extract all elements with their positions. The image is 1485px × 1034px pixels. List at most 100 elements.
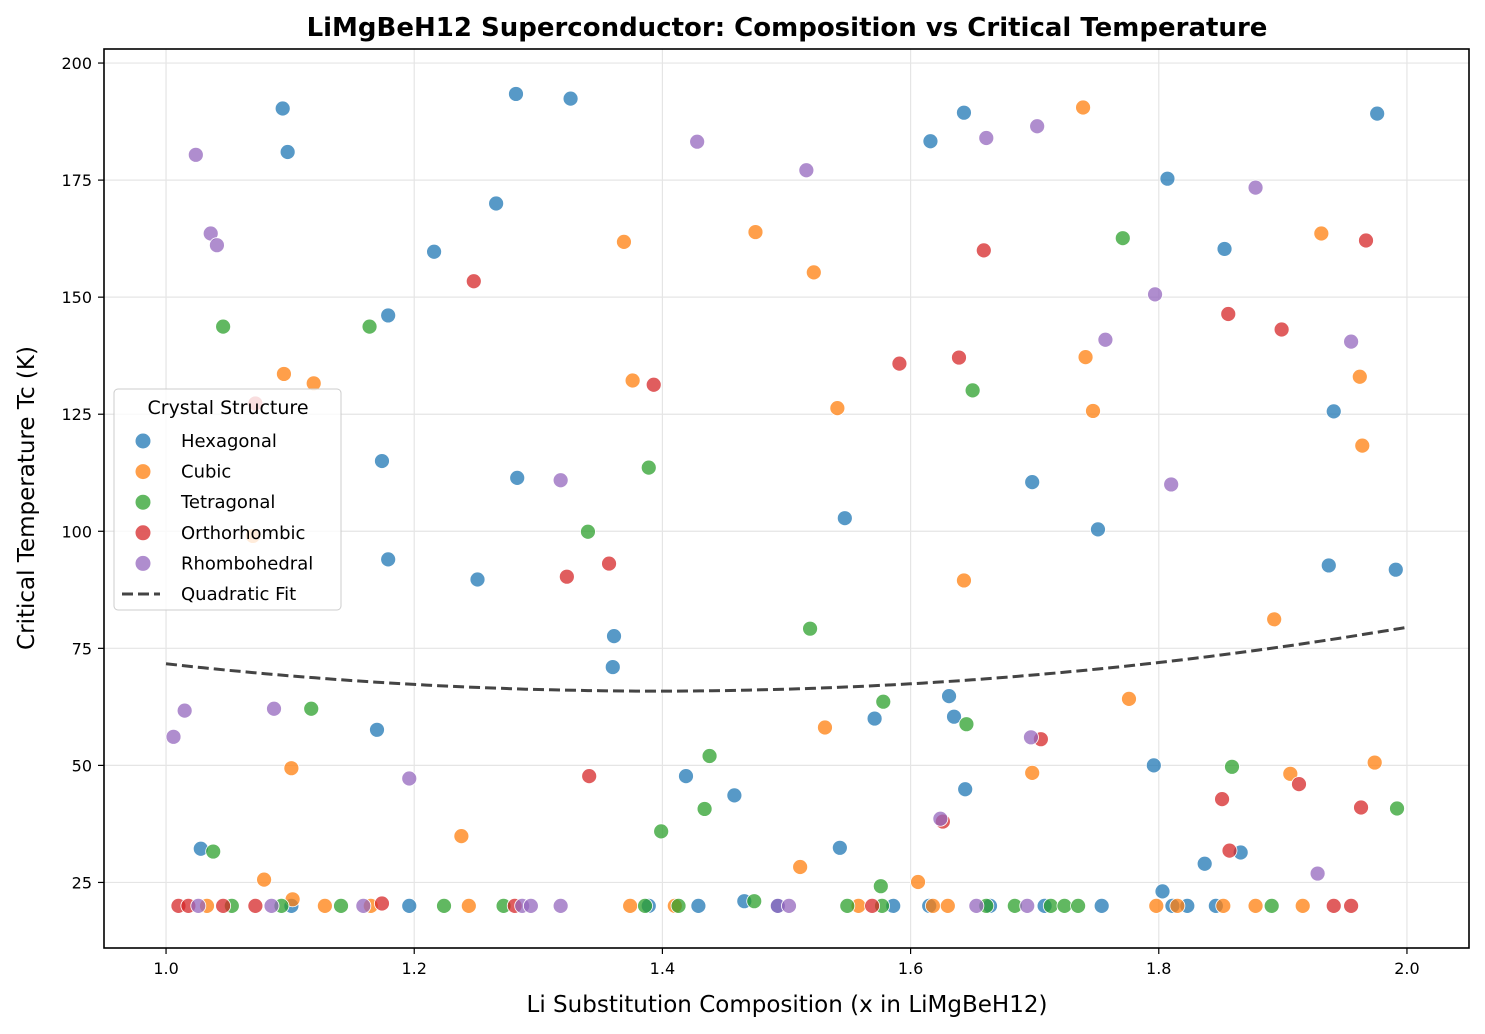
- legend-marker-tetragonal: [135, 494, 151, 510]
- point-tetragonal: [653, 823, 670, 840]
- point-hexagonal: [836, 510, 853, 527]
- point-rhombohedral: [263, 897, 280, 914]
- point-tetragonal: [746, 893, 763, 910]
- point-hexagonal: [957, 781, 974, 798]
- point-hexagonal: [1196, 855, 1213, 872]
- point-hexagonal: [380, 551, 397, 568]
- legend-marker-orthorhombic: [135, 525, 151, 541]
- point-cubic: [1282, 765, 1299, 782]
- quadratic-fit-line: [165, 625, 1408, 693]
- point-tetragonal: [701, 748, 718, 764]
- point-rhombohedral: [190, 897, 207, 914]
- point-cubic: [1085, 403, 1101, 419]
- point-orthorhombic: [581, 768, 598, 785]
- point-tetragonal: [205, 843, 222, 860]
- point-cubic: [939, 897, 956, 914]
- point-tetragonal: [964, 382, 981, 399]
- legend-label: Cubic: [181, 462, 231, 483]
- y-ticks: 25 50 75 100 125 150 175 200: [61, 54, 104, 892]
- point-cubic: [956, 572, 972, 589]
- point-tetragonal: [1389, 800, 1405, 817]
- point-cubic: [910, 874, 926, 890]
- point-hexagonal: [380, 307, 397, 324]
- point-cubic: [1121, 691, 1137, 707]
- point-tetragonal: [436, 897, 452, 914]
- point-rhombohedral: [266, 700, 282, 717]
- point-rhombohedral: [689, 133, 706, 150]
- y-tick-label: 175: [61, 171, 92, 190]
- point-tetragonal: [580, 523, 596, 540]
- point-hexagonal: [1093, 897, 1110, 914]
- point-cubic: [747, 224, 764, 240]
- point-tetragonal: [875, 693, 892, 710]
- point-orthorhombic: [247, 897, 264, 914]
- point-hexagonal: [509, 469, 526, 486]
- point-orthorhombic: [374, 895, 390, 912]
- y-axis-label: Critical Temperature Tc (K): [14, 346, 40, 650]
- point-cubic: [1247, 897, 1264, 914]
- point-hexagonal: [279, 144, 296, 160]
- point-hexagonal: [678, 768, 694, 785]
- x-tick-label: 1.6: [898, 959, 923, 978]
- point-orthorhombic: [891, 355, 908, 372]
- point-orthorhombic: [1220, 306, 1237, 322]
- point-orthorhombic: [601, 555, 617, 572]
- point-cubic: [460, 897, 477, 914]
- point-cubic: [1075, 99, 1091, 116]
- point-tetragonal: [802, 620, 818, 637]
- point-hexagonal: [946, 708, 962, 725]
- point-tetragonal: [1042, 897, 1059, 914]
- point-hexagonal: [941, 688, 957, 704]
- y-tick-label: 200: [61, 54, 92, 73]
- point-hexagonal: [562, 90, 579, 107]
- point-cubic: [1354, 437, 1371, 454]
- point-rhombohedral: [552, 897, 569, 914]
- point-tetragonal: [1114, 230, 1131, 247]
- point-hexagonal: [956, 104, 972, 121]
- point-hexagonal: [1159, 170, 1176, 187]
- point-rhombohedral: [401, 770, 418, 787]
- point-rhombohedral: [1147, 286, 1163, 303]
- point-rhombohedral: [176, 702, 193, 719]
- x-tick-label: 1.0: [153, 959, 178, 978]
- point-cubic: [1366, 754, 1383, 771]
- point-cubic: [1313, 225, 1330, 242]
- y-tick-label: 150: [61, 288, 92, 307]
- point-orthorhombic: [645, 376, 662, 393]
- legend-label: Rhombohedral: [181, 553, 313, 574]
- point-orthorhombic: [1291, 776, 1307, 793]
- point-orthorhombic: [1221, 842, 1238, 859]
- y-tick-label: 100: [61, 522, 92, 541]
- point-tetragonal: [1070, 897, 1087, 914]
- point-rhombohedral: [1019, 897, 1036, 914]
- point-cubic: [316, 897, 333, 914]
- legend-label: Orthorhombic: [181, 523, 305, 544]
- point-cubic: [622, 897, 639, 914]
- point-rhombohedral: [1343, 333, 1360, 350]
- y-tick-label: 125: [61, 405, 92, 424]
- point-rhombohedral: [978, 130, 995, 146]
- point-hexagonal: [426, 243, 442, 260]
- point-tetragonal: [637, 897, 653, 914]
- point-cubic: [256, 871, 272, 888]
- data-points: [165, 86, 1405, 914]
- point-rhombohedral: [165, 728, 182, 745]
- point-cubic: [1294, 897, 1311, 914]
- point-tetragonal: [215, 318, 232, 335]
- point-cubic: [805, 264, 822, 281]
- point-cubic: [792, 859, 809, 875]
- point-rhombohedral: [781, 897, 797, 914]
- fit-line-group: [165, 625, 1408, 693]
- chart-title: LiMgBeH12 Superconductor: Composition vs…: [307, 13, 1268, 43]
- point-tetragonal: [1263, 897, 1280, 914]
- point-rhombohedral: [1163, 476, 1180, 493]
- point-rhombohedral: [968, 897, 985, 914]
- point-cubic: [1266, 611, 1283, 628]
- point-tetragonal: [640, 459, 657, 476]
- point-rhombohedral: [1023, 729, 1039, 746]
- point-rhombohedral: [522, 897, 539, 914]
- point-rhombohedral: [932, 810, 949, 827]
- legend-label: Hexagonal: [181, 431, 277, 452]
- point-tetragonal: [1224, 758, 1240, 775]
- legend-title: Crystal Structure: [147, 397, 308, 419]
